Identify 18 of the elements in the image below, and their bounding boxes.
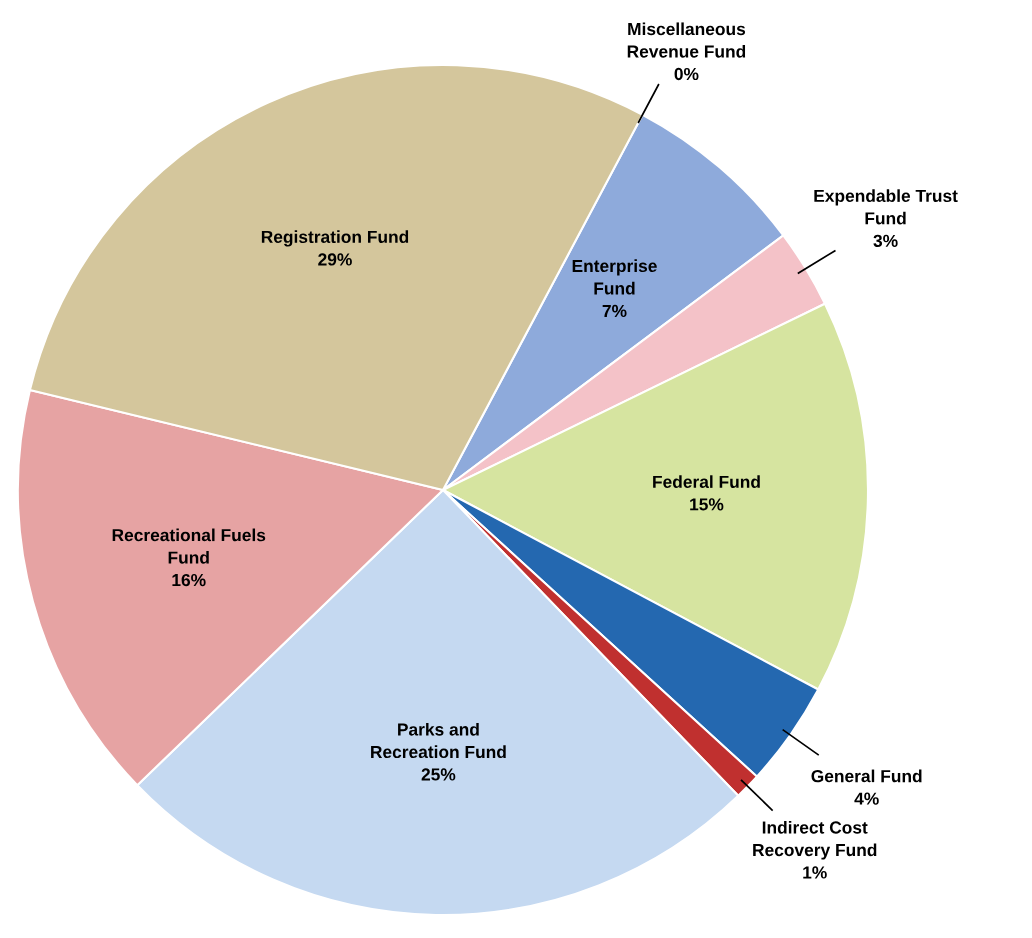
data-label: 7% (602, 304, 627, 318)
data-label: 29% (318, 253, 352, 266)
slice-label: Recreational Fuels Fund (112, 528, 266, 564)
text: 0% (674, 67, 699, 81)
slice-label: Federal Fund (653, 475, 760, 489)
data-label: 16% (172, 573, 206, 587)
data-label: 4% (854, 792, 879, 805)
data-label: 15% (690, 498, 724, 511)
slice-label: General Fund (811, 769, 922, 783)
data-label: 1% (803, 866, 827, 879)
slice-label: Registration Fund (261, 230, 409, 247)
slice-label: Enterprise Fund (572, 259, 657, 295)
slice-label: Parks and Recreation Fund (371, 722, 506, 759)
data-label: 3% (873, 234, 898, 248)
slice-label: Indirect Cost Recovery Fund (753, 820, 877, 860)
data-label: 25% (421, 768, 456, 781)
category-label: Miscellaneous Revenue Fund (627, 22, 746, 58)
slice-label: Expendable Trust Fund (814, 189, 958, 225)
